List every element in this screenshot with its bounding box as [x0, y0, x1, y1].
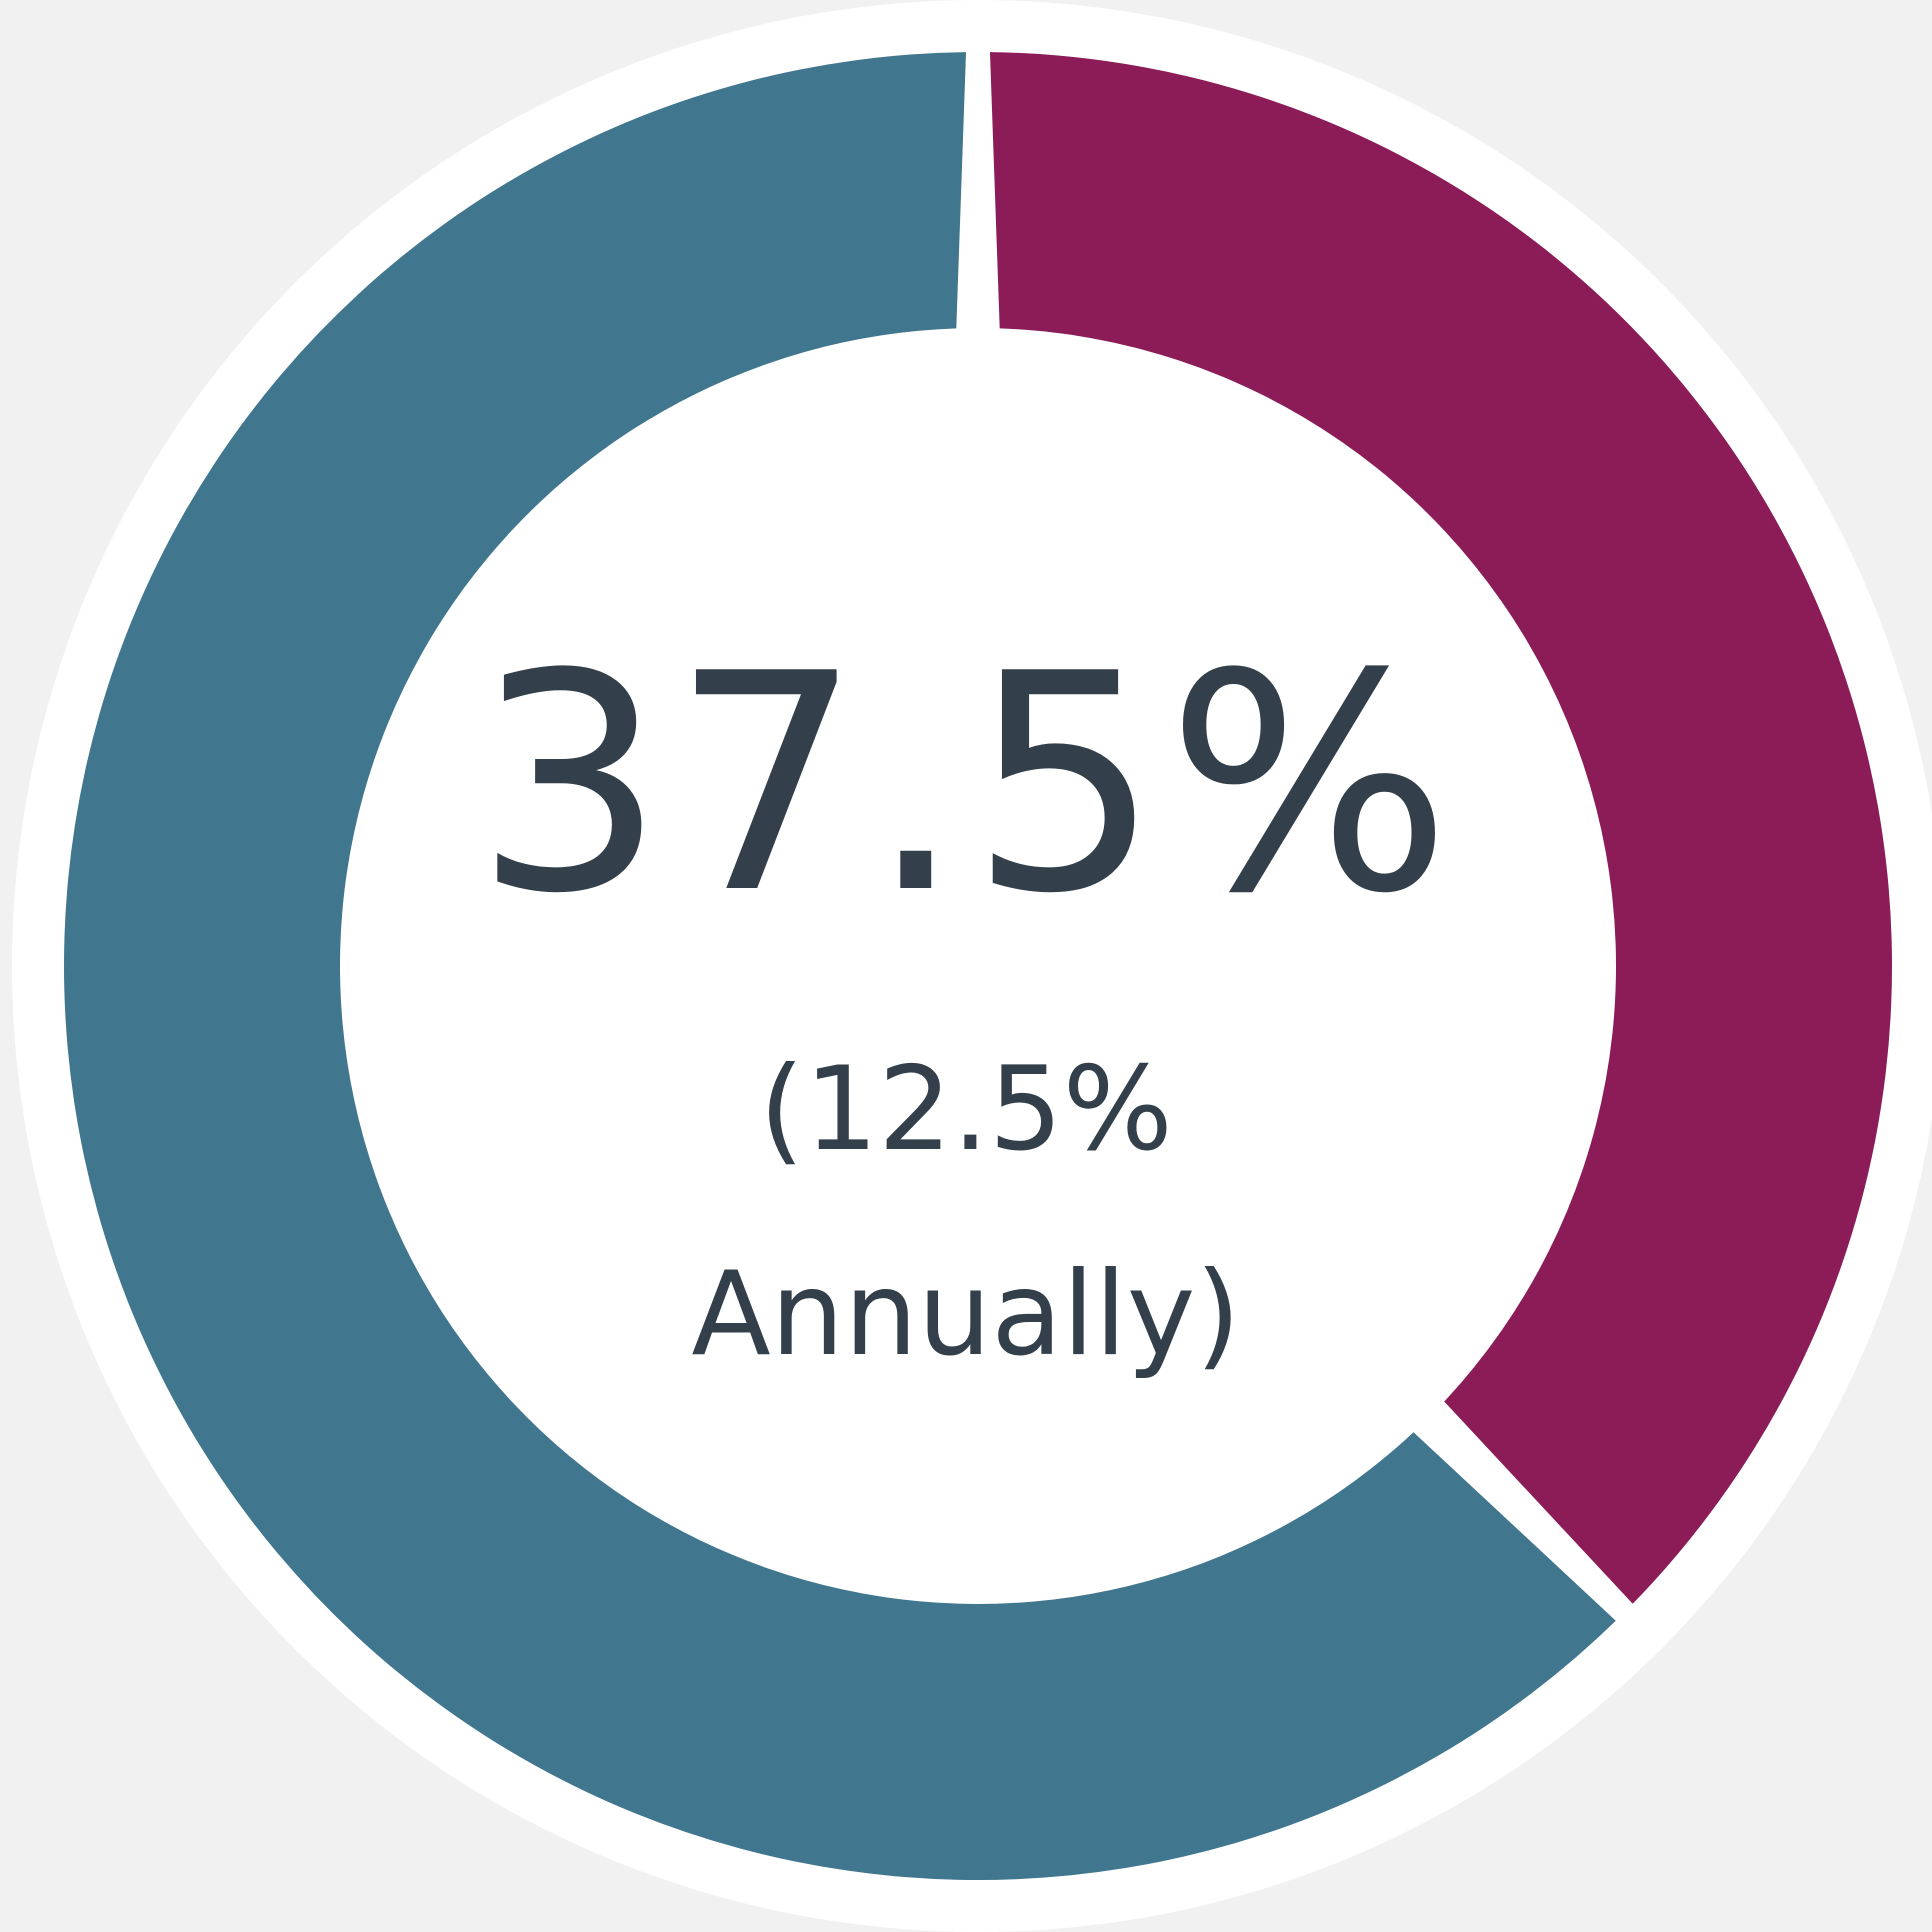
center-sub-label-line-1: (12.5%	[759, 1042, 1173, 1177]
center-value-label: 37.5%	[474, 610, 1458, 959]
center-sub-label-line-2: Annually)	[691, 1247, 1241, 1382]
donut-slice-0	[989, 52, 1892, 1604]
donut-slice-1	[63, 52, 1616, 1881]
